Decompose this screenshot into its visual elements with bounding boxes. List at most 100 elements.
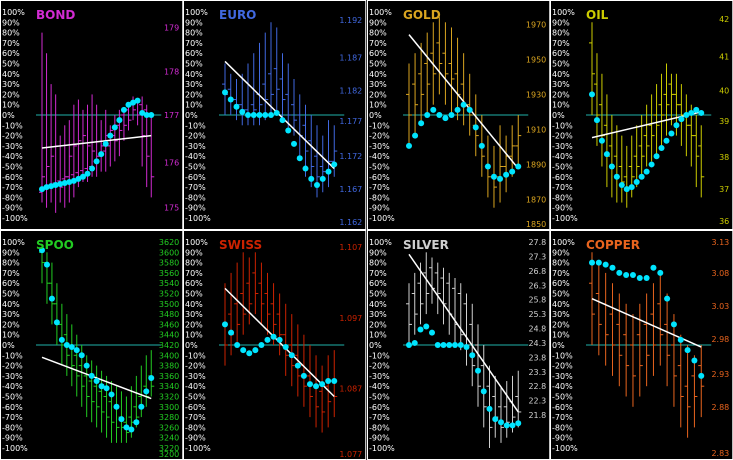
pct-tick-label: -30% (552, 142, 573, 151)
pct-tick-label: 30% (369, 310, 387, 319)
consensus-dot (417, 120, 424, 127)
consensus-dot (63, 342, 70, 348)
pct-tick-label: 100% (369, 238, 392, 247)
price-tick-label: 21.8 (528, 411, 546, 420)
pct-tick-label: -100% (185, 214, 211, 223)
trend-line (407, 34, 519, 170)
pct-tick-label: -70% (552, 413, 573, 422)
consensus-dots (39, 247, 155, 433)
consensus-dot (474, 367, 481, 374)
price-tick-label: 1.167 (340, 185, 363, 194)
pct-tick-label: -10% (2, 351, 23, 360)
consensus-dot (688, 109, 695, 116)
pct-tick-label: -40% (2, 152, 23, 161)
pct-tick-label: 10% (369, 101, 387, 110)
consensus-dot (616, 269, 623, 276)
pct-tick-label: 10% (552, 101, 570, 110)
pct-tick-label: -30% (369, 372, 390, 381)
pct-tick-label: 40% (552, 70, 570, 79)
consensus-dot (684, 347, 691, 354)
pct-tick-label: -80% (2, 423, 23, 432)
price-tick-label: 3540 (159, 279, 179, 288)
pct-tick-label: -60% (2, 403, 23, 412)
pct-tick-label: 70% (185, 269, 203, 278)
consensus-dot (39, 186, 45, 193)
consensus-dot (133, 419, 140, 426)
consensus-dot (58, 336, 65, 343)
chart-panel-silver: 100%90% 80%70%60% 50%40%30%20% 10%0%-10% -20… (366, 230, 550, 460)
pct-tick-label: -100% (369, 444, 395, 453)
consensus-dot (43, 261, 50, 268)
pct-tick-label: -100% (369, 214, 395, 223)
pct-tick-label: 20% (185, 320, 203, 329)
pct-tick-label: 70% (185, 39, 203, 48)
consensus-dot (252, 347, 259, 354)
pct-tick-label: -80% (185, 193, 206, 202)
consensus-dot (228, 96, 234, 103)
price-tick-label: 40 (719, 86, 729, 95)
pct-tick-label: 10% (185, 101, 203, 110)
price-tick-label: 3.08 (711, 269, 729, 278)
panel-border (366, 0, 550, 230)
price-tick-label: 1850 (525, 220, 545, 229)
consensus-dot (497, 419, 504, 426)
pct-tick-label: 0% (552, 341, 565, 350)
pct-tick-label: -90% (2, 434, 23, 443)
consensus-dot (405, 142, 412, 149)
price-tick-label: 26.3 (528, 281, 546, 290)
chart-title: GOLD (403, 8, 441, 22)
consensus-dot (98, 383, 105, 390)
pct-tick-label: -50% (552, 163, 573, 172)
price-tick-label: 3240 (159, 434, 179, 443)
consensus-dot (264, 336, 271, 343)
consensus-dot (130, 99, 137, 106)
price-bars (588, 252, 704, 438)
pct-tick-label: 60% (2, 279, 20, 288)
pct-tick-label: -90% (2, 204, 23, 213)
consensus-dot (282, 344, 289, 351)
price-tick-label: 1890 (525, 160, 545, 169)
consensus-dot (83, 362, 90, 369)
consensus-dot (429, 106, 436, 113)
pct-tick-label: 60% (552, 279, 570, 288)
pct-tick-label: 0% (185, 341, 198, 350)
consensus-dot (663, 295, 670, 302)
price-tick-label: 3.03 (711, 302, 729, 311)
pct-tick-label: 50% (185, 290, 203, 299)
consensus-dot (503, 422, 510, 429)
pct-tick-label: 40% (369, 70, 387, 79)
consensus-dot (48, 183, 55, 190)
pct-tick-label: -30% (185, 142, 206, 151)
pct-tick-label: 0% (369, 341, 382, 350)
pct-tick-label: 10% (2, 101, 20, 110)
chart-panel-oil: 100%90% 80%70%60% 50%40%30%20% 10%0%-10% -20… (549, 0, 733, 230)
pct-tick-label: 20% (2, 90, 20, 99)
consensus-dot (451, 342, 458, 348)
consensus-dots (405, 323, 521, 429)
consensus-dot (279, 117, 286, 124)
price-tick-label: 178 (164, 68, 179, 77)
consensus-dot (588, 91, 595, 98)
pct-tick-label: -80% (2, 193, 23, 202)
price-tick-label: 3200 (159, 450, 179, 459)
consensus-dot (588, 259, 595, 266)
consensus-dot (134, 97, 141, 104)
pct-tick-label: -80% (552, 193, 573, 202)
consensus-dot (331, 161, 338, 168)
pct-tick-label: -80% (369, 423, 390, 432)
consensus-dot (417, 326, 423, 333)
price-tick-label: 177 (164, 111, 179, 120)
consensus-dot (693, 106, 700, 113)
price-tick-label: 3420 (159, 341, 179, 350)
chart-title: SPOO (36, 238, 74, 252)
price-tick-label: 1.192 (340, 16, 363, 25)
trend-line (41, 134, 152, 149)
consensus-dot (325, 378, 332, 385)
pct-tick-label: -40% (369, 152, 390, 161)
consensus-dot (68, 344, 75, 351)
pct-tick-label: -90% (369, 204, 390, 213)
pct-tick-label: -70% (369, 183, 390, 192)
consensus-dot (653, 153, 660, 160)
price-tick-label: 3280 (159, 413, 179, 422)
